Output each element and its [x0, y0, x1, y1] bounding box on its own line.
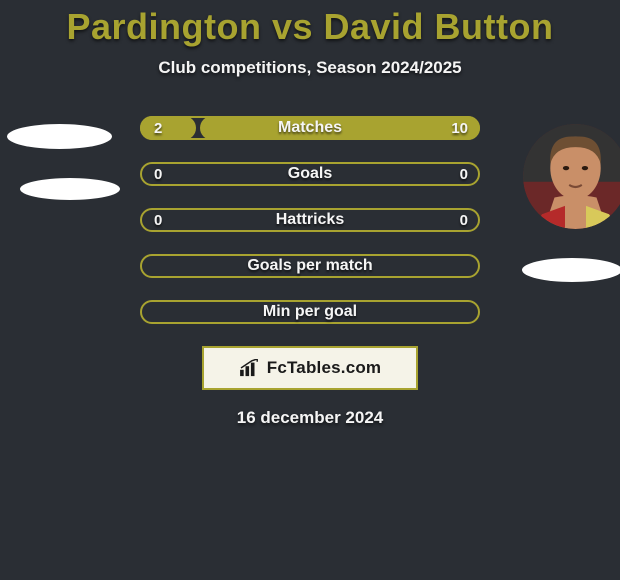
fctables-logo-text: FcTables.com	[267, 358, 382, 378]
player-right-photo	[523, 124, 620, 229]
stat-label: Hattricks	[276, 211, 344, 229]
stat-value-left: 0	[154, 166, 162, 183]
stat-value-right: 0	[460, 166, 468, 183]
stat-bar: Hattricks 0 0	[140, 208, 480, 232]
comparison-card: Pardington vs David Button Club competit…	[0, 0, 620, 580]
stat-value-right: 0	[460, 212, 468, 229]
stat-value-left: 0	[154, 212, 162, 229]
stat-bar: Goals 0 0	[140, 162, 480, 186]
stat-bar: Goals per match	[140, 254, 480, 278]
player-right-avatar	[523, 124, 620, 229]
stat-label: Goals	[288, 165, 332, 183]
stat-value-right: 10	[451, 120, 468, 137]
page-subtitle: Club competitions, Season 2024/2025	[158, 58, 461, 78]
player-right-placeholder	[522, 258, 620, 282]
date-label: 16 december 2024	[237, 408, 384, 428]
stat-label: Goals per match	[247, 257, 372, 275]
player-left-placeholder-2	[20, 178, 120, 200]
stat-bar: Min per goal	[140, 300, 480, 324]
stat-label: Min per goal	[263, 303, 357, 321]
stat-value-left: 2	[154, 120, 162, 137]
chart-icon	[239, 359, 261, 377]
comparison-bars: Matches 2 10 Goals 0 0 Hattricks 0 0 Goals per ma…	[140, 116, 480, 324]
stat-label: Matches	[278, 119, 342, 137]
page-title: Pardington vs David Button	[66, 6, 553, 48]
fctables-logo-box: FcTables.com	[202, 346, 418, 390]
stat-bar: Matches 2 10	[140, 116, 480, 140]
stat-bar-fill-left	[140, 116, 196, 140]
player-left-placeholder	[7, 124, 112, 149]
